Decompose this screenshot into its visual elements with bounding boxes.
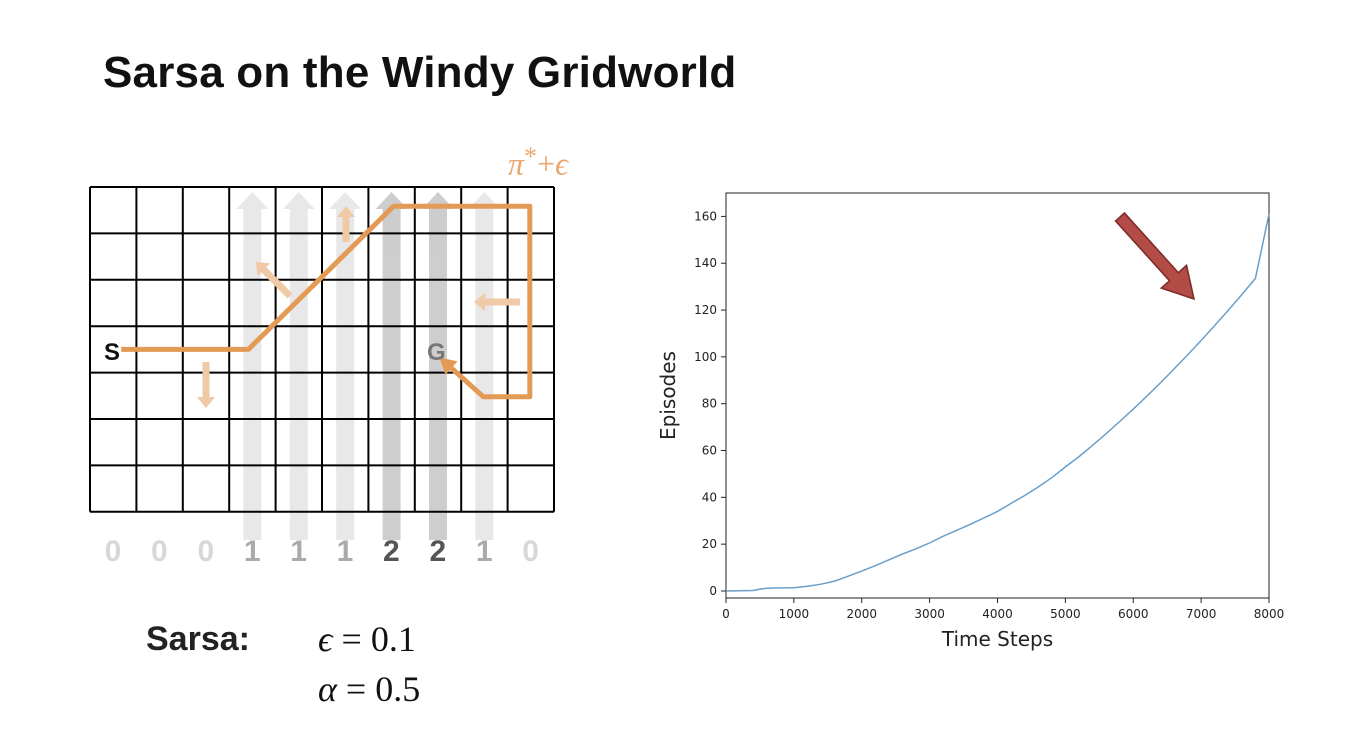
x-axis-title: Time Steps — [941, 627, 1053, 651]
x-tick-label: 0 — [722, 607, 730, 621]
param-alpha-equals: = — [345, 669, 367, 709]
x-tick-label: 8000 — [1254, 607, 1285, 621]
algorithm-label: Sarsa: — [146, 620, 250, 658]
policy-pi: π — [508, 145, 525, 182]
y-tick-label: 20 — [702, 537, 717, 551]
wind-strength-label: 1 — [290, 535, 307, 568]
y-tick-label: 160 — [694, 209, 717, 223]
path-arrowhead-icon — [439, 357, 458, 375]
param-alpha-symbol: α — [318, 669, 337, 709]
x-axis-ticks: 0 1000 2000 3000 4000 5000 6000 7000 8000 — [722, 598, 1284, 621]
start-label: S — [104, 339, 120, 366]
wind-strength-label: 0 — [104, 535, 122, 568]
wind-strength-label: 1 — [336, 535, 354, 568]
exploration-arrow-icon — [256, 262, 293, 299]
slide-title: Sarsa on the Windy Gridworld — [103, 48, 737, 97]
y-axis-ticks: 0 20 40 60 80 100 120 140 160 — [694, 209, 726, 598]
y-tick-label: 60 — [702, 444, 717, 458]
x-tick-label: 6000 — [1118, 607, 1149, 621]
wind-strength-label: 0 — [197, 535, 215, 568]
exploration-arrow-icon — [474, 293, 520, 311]
param-alpha: α = 0.5 — [318, 668, 420, 710]
y-tick-label: 100 — [694, 350, 717, 364]
policy-epsilon: ϵ — [555, 145, 568, 182]
plot-frame — [725, 192, 1270, 599]
param-epsilon-value: 0.1 — [370, 619, 416, 659]
param-alpha-value: 0.5 — [375, 669, 421, 709]
y-tick-label: 0 — [709, 584, 717, 598]
windy-gridworld: S G — [89, 186, 555, 540]
wind-strength-label: 2 — [429, 535, 447, 568]
policy-plus: + — [537, 145, 556, 182]
y-tick-label: 40 — [702, 490, 717, 504]
param-epsilon-symbol: ϵ — [318, 619, 333, 659]
grid-lines — [89, 186, 555, 513]
wind-strength-label: 2 — [383, 535, 400, 568]
y-tick-label: 140 — [694, 256, 717, 270]
series-line — [725, 213, 1270, 592]
annotation-arrow-shape — [1114, 211, 1196, 301]
x-tick-label: 3000 — [914, 607, 945, 621]
policy-star: * — [524, 142, 538, 171]
y-tick-label: 120 — [694, 303, 717, 317]
x-tick-label: 4000 — [982, 607, 1013, 621]
x-tick-label: 7000 — [1186, 607, 1217, 621]
exploration-arrow-icon — [337, 206, 355, 242]
param-epsilon-equals: = — [341, 619, 362, 659]
wind-strength-label: 1 — [243, 535, 261, 568]
policy-label: π*+ϵ — [508, 140, 568, 183]
y-tick-label: 80 — [702, 397, 717, 411]
param-epsilon: ϵ = 0.1 — [318, 618, 416, 660]
policy-path — [121, 203, 533, 400]
wind-strength-label: 0 — [522, 535, 539, 568]
wind-strength-label: 1 — [475, 535, 493, 568]
goal-label: G — [427, 339, 446, 366]
x-tick-label: 5000 — [1050, 607, 1081, 621]
annotation-arrow-icon — [1114, 211, 1196, 301]
wind-strength-label: 0 — [151, 535, 168, 568]
y-axis-title: Episodes — [656, 351, 680, 440]
x-tick-label: 2000 — [846, 607, 877, 621]
exploration-arrow-icon — [197, 362, 215, 408]
x-tick-label: 1000 — [779, 607, 810, 621]
exploration-arrows — [197, 206, 520, 408]
